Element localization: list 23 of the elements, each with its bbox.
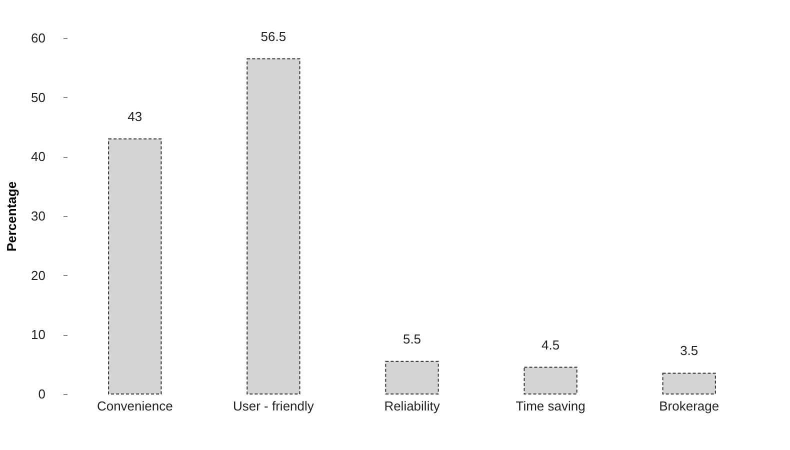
data-label: 56.5: [260, 28, 286, 44]
y-tick-label: 50: [31, 90, 46, 105]
bar: [108, 138, 162, 394]
x-tick-label: Brokerage: [659, 398, 720, 414]
x-tick-label: Reliability: [384, 398, 440, 414]
data-label: 43: [128, 108, 142, 124]
x-tick-label: Convenience: [96, 398, 173, 414]
data-label: 3.5: [680, 343, 698, 358]
y-tick-label: 30: [31, 208, 46, 224]
bar: [246, 58, 300, 394]
y-tick-label: 60: [31, 30, 46, 46]
x-tick-label: User - friendly: [232, 398, 314, 414]
y-axis-title: Percentage: [4, 181, 20, 252]
bar: [662, 372, 716, 394]
bar: [524, 366, 578, 394]
data-label: 4.5: [542, 337, 560, 352]
data-label: 5.5: [402, 331, 422, 346]
y-tick-label: 40: [31, 149, 46, 164]
y-tick-label: 10: [31, 327, 46, 342]
bar: [385, 360, 439, 394]
y-tick-label: 20: [31, 268, 46, 283]
y-tick-label: 0: [38, 386, 46, 402]
x-tick-label: Time saving: [516, 398, 586, 414]
